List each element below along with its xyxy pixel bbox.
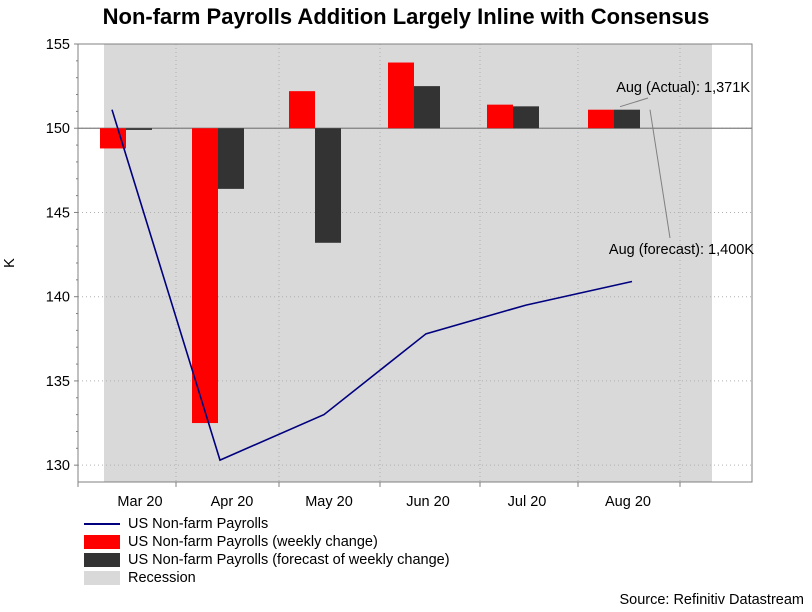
- bar-weekly-change: [289, 91, 315, 129]
- x-tick-label: May 20: [305, 494, 353, 510]
- annotation-actual: Aug (Actual): 1,371K: [616, 80, 750, 96]
- x-tick-label: Aug 20: [605, 494, 651, 510]
- legend-swatch-dark: [84, 553, 120, 567]
- y-axis-label: K: [2, 258, 18, 268]
- legend-swatch-line: [84, 523, 120, 525]
- legend: US Non-farm Payrolls US Non-farm Payroll…: [84, 515, 450, 587]
- legend-label: Recession: [128, 570, 196, 586]
- y-tick-label: 145: [46, 205, 70, 221]
- legend-label: US Non-farm Payrolls (weekly change): [128, 534, 378, 550]
- x-tick-label: Apr 20: [211, 494, 254, 510]
- y-tick-label: 130: [46, 458, 70, 474]
- legend-item-forecast: US Non-farm Payrolls (forecast of weekly…: [84, 551, 450, 569]
- source-note: Source: Refinitiv Datastream: [619, 592, 804, 608]
- y-tick-label: 140: [46, 290, 70, 306]
- legend-swatch-recession: [84, 571, 120, 585]
- bar-forecast-change: [614, 109, 640, 129]
- legend-label: US Non-farm Payrolls: [128, 516, 269, 532]
- x-tick-label: Jul 20: [508, 494, 547, 510]
- legend-item-payrolls: US Non-farm Payrolls: [84, 515, 450, 533]
- payrolls-line: [111, 109, 633, 462]
- bar-forecast-change: [315, 128, 341, 243]
- y-tick-label: 155: [46, 37, 70, 53]
- bar-weekly-change: [100, 128, 126, 149]
- bar-weekly-change: [388, 62, 414, 129]
- bar-forecast-change: [513, 106, 539, 129]
- annotation-leader-forecast: [649, 109, 671, 239]
- bar-weekly-change: [588, 109, 614, 129]
- legend-label: US Non-farm Payrolls (forecast of weekly…: [128, 552, 450, 568]
- bar-forecast-change: [218, 128, 244, 189]
- y-tick-label: 135: [46, 374, 70, 390]
- y-tick-label: 150: [46, 121, 70, 137]
- bar-forecast-change: [414, 86, 440, 129]
- bar-forecast-change: [126, 128, 152, 130]
- annotation-leader-actual: [619, 97, 649, 108]
- legend-swatch-red: [84, 535, 120, 549]
- x-tick-label: Mar 20: [117, 494, 162, 510]
- legend-item-weekly-change: US Non-farm Payrolls (weekly change): [84, 533, 450, 551]
- bar-weekly-change: [487, 104, 513, 129]
- chart-title: Non-farm Payrolls Addition Largely Inlin…: [102, 4, 710, 29]
- annotation-forecast: Aug (forecast): 1,400K: [609, 242, 754, 258]
- legend-item-recession: Recession: [84, 569, 450, 587]
- x-tick-label: Jun 20: [406, 494, 450, 510]
- bar-weekly-change: [192, 128, 218, 424]
